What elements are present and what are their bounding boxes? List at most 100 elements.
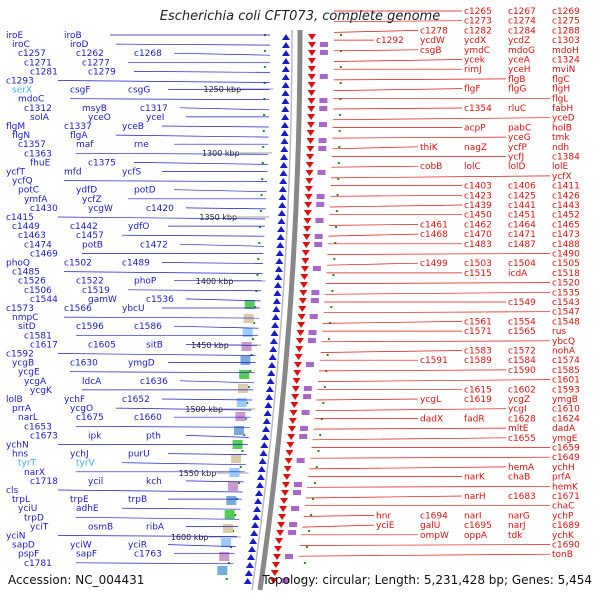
gene-label: mltE bbox=[508, 424, 529, 434]
left-strand-feature bbox=[278, 194, 287, 200]
tick-dot bbox=[227, 562, 230, 564]
gene-leader-line bbox=[310, 456, 551, 459]
left-strand-feature bbox=[281, 82, 290, 88]
gene-label: c1292 bbox=[376, 36, 404, 46]
right-strand-feature bbox=[287, 426, 296, 432]
right-strand-feature bbox=[274, 546, 283, 552]
gene-label: c1470 bbox=[464, 230, 492, 240]
gene-label: ycdZ bbox=[508, 36, 530, 46]
gene-label: sapF bbox=[76, 550, 97, 560]
gene-leader-line bbox=[75, 516, 240, 520]
gene-label: sitB bbox=[146, 340, 163, 350]
gene-label: ymgE bbox=[552, 434, 578, 444]
gene-leader-line bbox=[185, 480, 244, 483]
gene-label: c1519 bbox=[82, 286, 110, 296]
tick-dot bbox=[338, 130, 341, 132]
right-strand-feature bbox=[279, 506, 288, 512]
annotation-block bbox=[219, 552, 230, 561]
gene-label: icdA bbox=[508, 269, 528, 279]
left-strand-feature bbox=[252, 514, 261, 520]
gene-label: c1354 bbox=[464, 104, 492, 114]
gene-label: c1279 bbox=[88, 67, 116, 77]
gene-leader-line bbox=[330, 194, 463, 197]
gene-label: oppA bbox=[464, 531, 488, 541]
right-strand-feature bbox=[307, 98, 316, 104]
left-strand-feature bbox=[272, 306, 281, 312]
annotation-block bbox=[291, 506, 300, 511]
gene-label: c1561 bbox=[464, 317, 492, 327]
right-strand-feature bbox=[306, 154, 315, 160]
left-strand-feature bbox=[270, 330, 279, 336]
gene-label: c1572 bbox=[508, 347, 536, 357]
gene-label: mdoH bbox=[552, 46, 579, 56]
left-strand-feature bbox=[275, 258, 284, 264]
left-strand-feature bbox=[246, 554, 255, 560]
gene-leader-line bbox=[305, 495, 463, 499]
left-strand-feature bbox=[271, 322, 280, 328]
gene-label: c1602 bbox=[508, 385, 536, 395]
gene-label: c1426 bbox=[552, 191, 580, 201]
gene-leader-line bbox=[321, 340, 551, 343]
gene-label: c1536 bbox=[146, 295, 174, 305]
gene-label: flgA bbox=[70, 131, 88, 141]
annotation-block bbox=[318, 146, 327, 151]
tick-dot bbox=[263, 98, 266, 100]
gene-label: pspF bbox=[18, 550, 39, 560]
left-strand-feature bbox=[248, 546, 257, 552]
gene-label: c1636 bbox=[140, 377, 168, 387]
gene-label: iroC bbox=[12, 40, 30, 50]
left-strand-feature bbox=[268, 354, 277, 360]
gene-leader-line bbox=[303, 515, 375, 517]
gene-label: mdoC bbox=[18, 95, 44, 105]
gene-label: ycil bbox=[88, 477, 103, 487]
gene-label: c1317 bbox=[140, 104, 168, 114]
annotation-block bbox=[316, 194, 325, 199]
left-strand-feature bbox=[269, 338, 278, 344]
right-strand-feature bbox=[304, 194, 313, 200]
gene-label: ymfA bbox=[24, 195, 48, 205]
left-strand-feature bbox=[244, 570, 253, 576]
right-strand-feature bbox=[303, 210, 312, 216]
left-strand-feature bbox=[262, 418, 271, 424]
tick-dot bbox=[326, 354, 329, 356]
gene-label: c1649 bbox=[552, 453, 580, 463]
right-strand-feature bbox=[307, 90, 316, 96]
tick-dot bbox=[315, 466, 318, 468]
gene-label: hemA bbox=[508, 463, 535, 473]
left-strand-feature bbox=[261, 426, 270, 432]
gene-label: c1655 bbox=[508, 434, 536, 444]
left-strand-feature bbox=[253, 506, 262, 512]
gene-label: nagZ bbox=[464, 143, 487, 153]
left-strand-feature bbox=[281, 58, 290, 64]
gene-label: c1590 bbox=[508, 366, 536, 376]
left-strand-feature bbox=[277, 226, 286, 232]
gene-leader-line bbox=[121, 462, 246, 466]
tick-dot bbox=[337, 162, 340, 164]
gene-label: c1257 bbox=[18, 49, 46, 59]
gene-label: hnr bbox=[376, 511, 391, 521]
gene-label: c1411 bbox=[552, 182, 580, 192]
tick-dot bbox=[262, 130, 265, 132]
right-strand-feature bbox=[271, 562, 280, 568]
gene-label: c1457 bbox=[76, 231, 104, 241]
annotation-block bbox=[226, 496, 237, 505]
gene-label: narG bbox=[508, 511, 530, 521]
gene-label: ndh bbox=[552, 143, 569, 153]
gene-label: c1596 bbox=[76, 322, 104, 332]
gene-label: c1675 bbox=[76, 413, 104, 423]
gene-leader-line bbox=[69, 371, 255, 374]
gene-label: yciE bbox=[376, 521, 395, 531]
gene-leader-line bbox=[326, 262, 419, 266]
gene-label: ycgB bbox=[12, 359, 34, 369]
gene-label: tdk bbox=[508, 531, 523, 541]
annotation-block bbox=[318, 138, 327, 143]
gene-leader-line bbox=[179, 243, 264, 247]
gene-leader-line bbox=[323, 311, 551, 314]
gene-label: solA bbox=[30, 113, 50, 123]
gene-label: tyrV bbox=[76, 459, 96, 469]
gene-label: lolC bbox=[464, 162, 481, 172]
gene-label: c1463 bbox=[18, 231, 46, 241]
tick-dot bbox=[333, 258, 336, 260]
annotation-block bbox=[319, 42, 328, 47]
